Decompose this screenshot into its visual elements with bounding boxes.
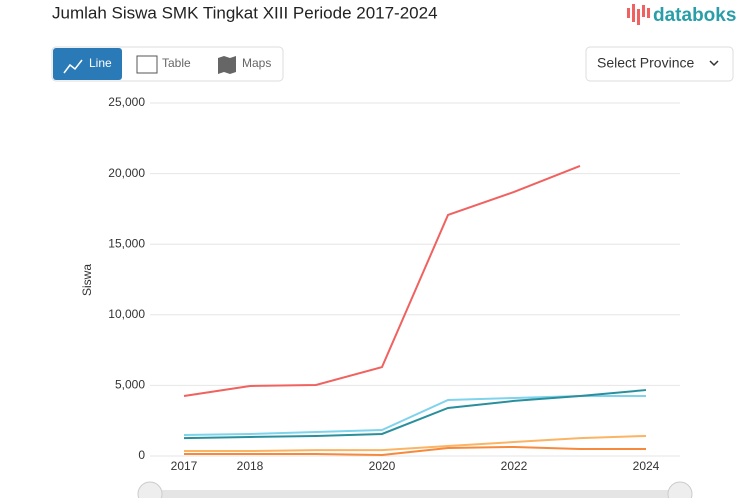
y-tick-label: 5,000: [115, 378, 145, 392]
scroll-handle[interactable]: [667, 481, 693, 498]
maps-icon: [218, 56, 236, 74]
series-line: [183, 394, 646, 436]
logo-icon: [627, 4, 650, 25]
tab-active[interactable]: [53, 48, 122, 80]
series-line: [184, 445, 646, 457]
y-tick-label: 15,000: [108, 236, 145, 250]
y-axis-label: Siswa: [80, 264, 94, 296]
y-tick-label: 25,000: [108, 95, 145, 109]
x-tick-label: 2024: [633, 459, 660, 473]
scroll-handle[interactable]: [137, 481, 163, 498]
line-icon: [63, 59, 83, 74]
x-tick-label: 2020: [369, 459, 396, 473]
select[interactable]: [585, 46, 734, 82]
table-icon: [136, 55, 158, 74]
x-tick-label: 2022: [501, 459, 528, 473]
logo: databoks: [653, 5, 736, 26]
series-line: [184, 434, 647, 453]
tab[interactable]: Table: [162, 56, 191, 70]
chevron: [709, 60, 719, 67]
x-tick-label: 2018: [237, 459, 264, 473]
series-line: [183, 389, 647, 440]
x-tick-label: 2017: [171, 459, 198, 473]
series-line: [183, 165, 581, 397]
scrollbar[interactable]: [150, 490, 680, 498]
select-label: Select Province: [597, 55, 694, 71]
tab[interactable]: Line: [89, 56, 112, 70]
tab[interactable]: Maps: [242, 56, 271, 70]
y-tick-label: 10,000: [108, 307, 145, 321]
y-tick-label: 20,000: [108, 166, 145, 180]
y-tick-label: 0: [138, 448, 145, 462]
title: Jumlah Siswa SMK Tingkat XIII Periode 20…: [52, 3, 438, 22]
